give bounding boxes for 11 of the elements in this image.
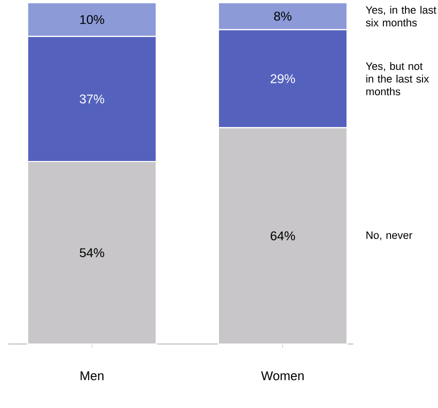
series-label: Yes, in the last six months [366, 6, 436, 26]
x-tick-label: Men [80, 371, 104, 380]
data-label: 54% [80, 248, 104, 258]
series-label: No, never [366, 232, 412, 240]
data-label: 8% [274, 12, 292, 21]
x-tick-label: Women [261, 371, 304, 380]
data-label: 37% [80, 94, 104, 104]
data-label: 64% [270, 231, 295, 240]
data-label: 10% [80, 15, 104, 24]
series-label: Yes, but not in the last six months [366, 62, 429, 96]
data-label: 29% [270, 74, 295, 84]
